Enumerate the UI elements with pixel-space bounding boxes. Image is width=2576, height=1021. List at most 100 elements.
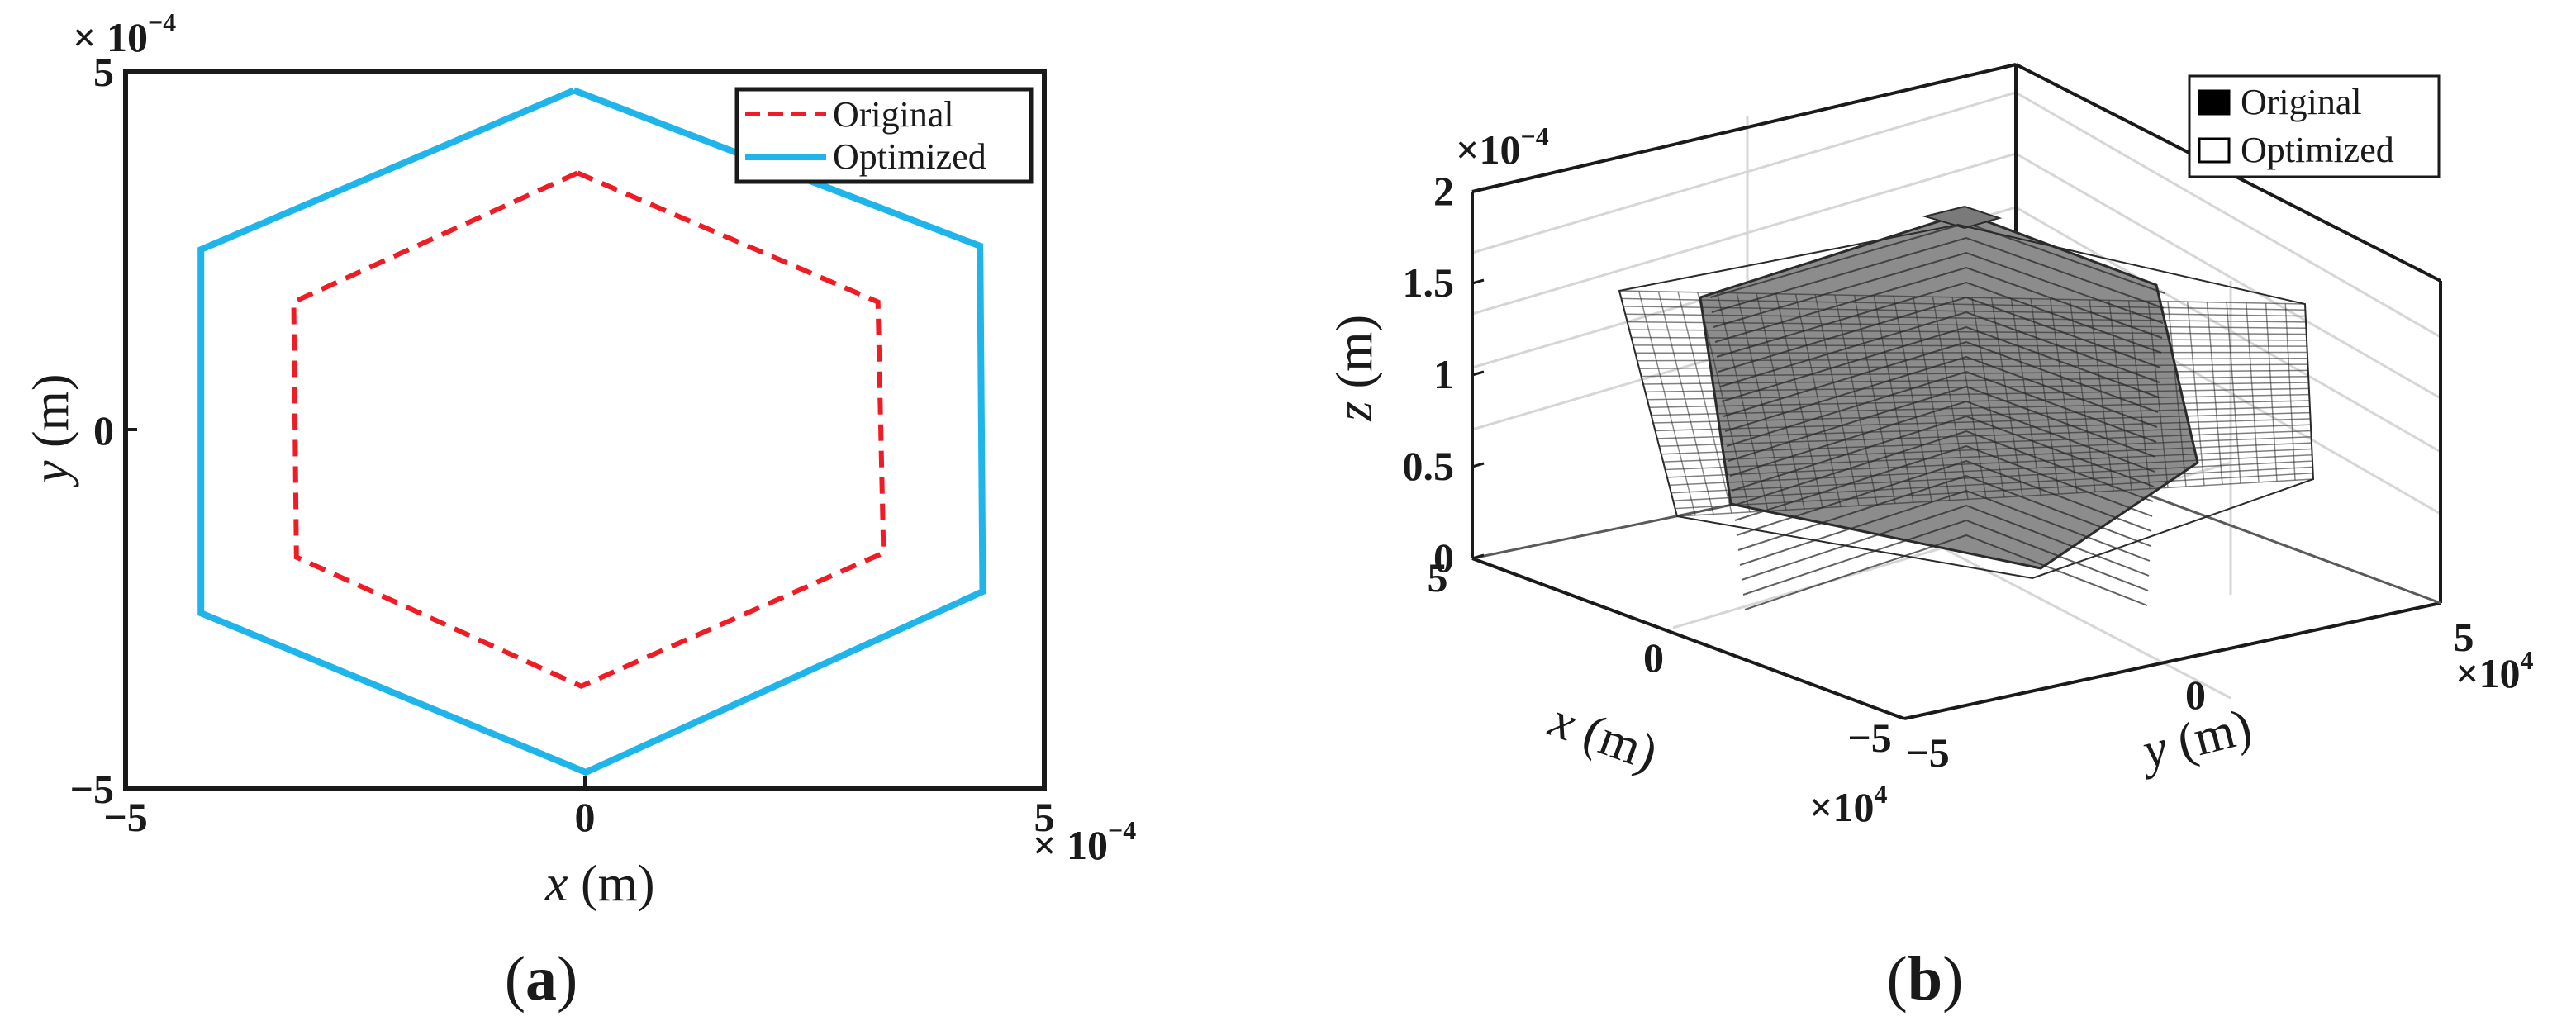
legend: Original Optimized <box>734 87 1034 184</box>
mesh-line <box>1814 294 1860 506</box>
mesh-line <box>1673 466 2313 501</box>
series-line-original <box>291 170 886 689</box>
mesh-line <box>1655 411 2311 432</box>
z-axis-label: z (m) <box>1327 315 1383 422</box>
hatch-line <box>1716 281 2162 358</box>
x-tick-label: 5 <box>1428 554 1448 601</box>
mesh-line <box>2030 298 2060 495</box>
mesh-line <box>1775 293 1823 508</box>
grid-line <box>2015 91 2441 339</box>
hatch-line <box>1711 236 2165 313</box>
hatch-line <box>1734 444 2153 521</box>
z-tick-label: 1 <box>1433 351 1454 397</box>
y-tick-label: 5 <box>93 49 114 95</box>
y-tick-label: −5 <box>70 766 115 812</box>
mesh-line <box>1912 296 1951 501</box>
mesh-line <box>1932 297 1969 500</box>
surface-optimized-mesh <box>1618 223 2315 580</box>
plot-frame <box>123 69 1047 791</box>
mesh-line <box>1647 387 2309 401</box>
x-multiplier: × 10−4 <box>1033 815 1136 868</box>
legend-box <box>734 87 1034 184</box>
hatch-line <box>1724 355 2158 432</box>
mesh-line <box>2089 299 2114 492</box>
legend-label-optimized: Optimized <box>2241 130 2394 170</box>
tick-label-group: −5 0 5 −5 0 5 <box>70 49 1055 840</box>
mesh-line <box>1853 295 1896 504</box>
legend-swatch-original <box>2198 89 2231 116</box>
hatch-line <box>1744 534 2148 610</box>
legend-box <box>2188 74 2441 178</box>
mesh-line <box>2226 302 2241 484</box>
mesh-line <box>1642 375 2309 385</box>
surface-top-cap <box>1922 205 2003 230</box>
x-tick-label: −5 <box>103 794 148 840</box>
legend-label-original: Original <box>833 94 954 135</box>
mesh-line <box>1677 292 1732 514</box>
mesh-line <box>2284 303 2296 481</box>
z-tick <box>1471 370 1485 377</box>
mesh-line <box>1736 292 1787 510</box>
mesh-line <box>1669 454 2312 487</box>
surface-group <box>1618 205 2315 610</box>
mesh-line <box>2010 298 2041 496</box>
mesh-line <box>1666 448 2312 478</box>
mesh-line <box>1633 344 2307 347</box>
mesh-line <box>1627 321 2307 329</box>
x-axis-label: x (m) <box>544 856 655 912</box>
y-tick-label: 5 <box>2454 614 2474 660</box>
mesh-line <box>1794 293 1842 507</box>
z-tick-label: 0.5 <box>1403 443 1455 489</box>
x-axis-label: x (m) <box>1542 691 1665 782</box>
y-multiplier: ×104 <box>2455 645 2534 696</box>
axis-line <box>1471 63 2017 193</box>
z-tick-label: 0 <box>1433 534 1454 581</box>
y-tick-label: −5 <box>1905 729 1950 776</box>
legend: Original Optimized <box>2188 74 2441 178</box>
hatch-line <box>1732 430 2154 506</box>
y-tick-label: 0 <box>93 407 114 454</box>
axis-line <box>1471 557 1905 720</box>
z-multiplier: ×10−4 <box>1456 121 1549 173</box>
mesh-line <box>1663 436 2312 463</box>
mesh-line <box>1635 351 2307 354</box>
axis-line <box>1903 601 2441 720</box>
mesh-line <box>1629 329 2307 335</box>
mesh-line <box>2127 300 2151 489</box>
mesh-line <box>2167 301 2187 487</box>
mesh-line <box>2108 300 2132 490</box>
series-group <box>197 87 986 776</box>
mesh-line <box>1631 336 2307 341</box>
z-tick <box>1471 187 1485 193</box>
mesh-line <box>1649 393 2310 408</box>
grid-line <box>1471 152 2017 316</box>
hatch-line <box>1742 519 2149 596</box>
mesh-line <box>1637 291 1696 515</box>
mesh-line <box>1665 442 2312 471</box>
x-multiplier: ×104 <box>1809 779 1888 830</box>
panel-label-a: (a) <box>505 944 578 1014</box>
mesh-line <box>1990 297 2023 496</box>
mesh-line <box>2265 303 2278 482</box>
mesh-line <box>1641 369 2308 378</box>
mesh-line <box>1675 472 2313 510</box>
x-tick-label: 5 <box>1034 794 1055 840</box>
mesh-line <box>1716 292 1769 511</box>
mesh-line <box>1671 460 2313 494</box>
panel-label-b: (b) <box>1887 944 1964 1014</box>
mesh-line <box>1653 406 2310 424</box>
mesh-line <box>1676 478 2314 517</box>
mesh-line <box>1623 306 2306 317</box>
y-axis-label: y (m) <box>23 373 79 488</box>
mesh-line <box>1625 313 2307 323</box>
z-tick-label: 1.5 <box>1403 259 1455 306</box>
y-axis-label: y (m) <box>2132 699 2257 781</box>
mesh-line <box>1659 424 2311 448</box>
mesh-line <box>1697 292 1751 513</box>
hatch-line <box>1741 504 2150 581</box>
x-tick-label: 0 <box>1643 634 1664 681</box>
x-tick-label: 0 <box>575 794 596 840</box>
legend-label-optimized: Optimized <box>833 136 986 177</box>
